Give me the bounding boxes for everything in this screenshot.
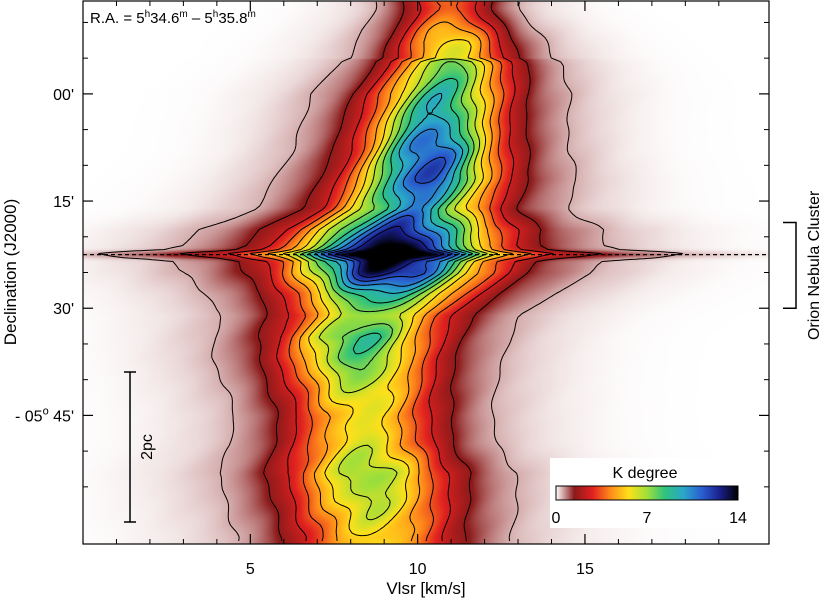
ra-annotation: R.A. = 5h34.6m – 5h35.8m — [90, 9, 256, 27]
colorbar-tick-label: 7 — [643, 510, 652, 527]
contour-level — [227, 1, 554, 542]
y-tick-label: - 05o 45' — [15, 405, 74, 425]
colorbar-title: K degree — [613, 465, 678, 482]
colorbar-ticks: 0 7 14 — [552, 510, 747, 527]
x-axis-ticks: 5 10 15 — [115, 1, 720, 578]
scale-bar: 2pc — [124, 371, 156, 523]
x-axis-label: Vlsr [km/s] — [386, 579, 465, 598]
contour-level — [179, 1, 602, 542]
y-axis-label: Declination (J2000) — [1, 199, 20, 345]
contour-lines — [98, 1, 683, 542]
y-tick-label: 00' — [53, 87, 74, 104]
contour-level — [308, 77, 474, 355]
contour-level — [327, 156, 453, 282]
y-tick-label: 30' — [53, 301, 74, 318]
colorbar-tick-label: 14 — [729, 510, 747, 527]
contour-level — [335, 225, 445, 278]
contour-level — [282, 39, 498, 537]
x-tick-label: 15 — [576, 561, 594, 578]
x-tick-label: 5 — [246, 561, 255, 578]
scale-bar-label: 2pc — [139, 434, 156, 460]
contour-level — [301, 61, 480, 371]
region-label: Orion Nebula Cluster — [806, 190, 823, 340]
contour-level — [320, 128, 461, 287]
contour-level — [267, 21, 513, 542]
contour-level — [314, 92, 467, 294]
colorbar: K degree 0 7 14 — [550, 458, 754, 528]
region-bracket: Orion Nebula Cluster — [783, 190, 823, 340]
contour-level — [249, 1, 532, 542]
y-axis-ticks: 00' 15' 30' - 05o 45' — [15, 21, 769, 488]
colorbar-gradient — [555, 485, 739, 501]
contour-level — [98, 1, 683, 542]
colorbar-tick-label: 0 — [552, 510, 561, 527]
x-tick-label: 10 — [409, 561, 427, 578]
y-tick-label: 15' — [53, 194, 74, 211]
